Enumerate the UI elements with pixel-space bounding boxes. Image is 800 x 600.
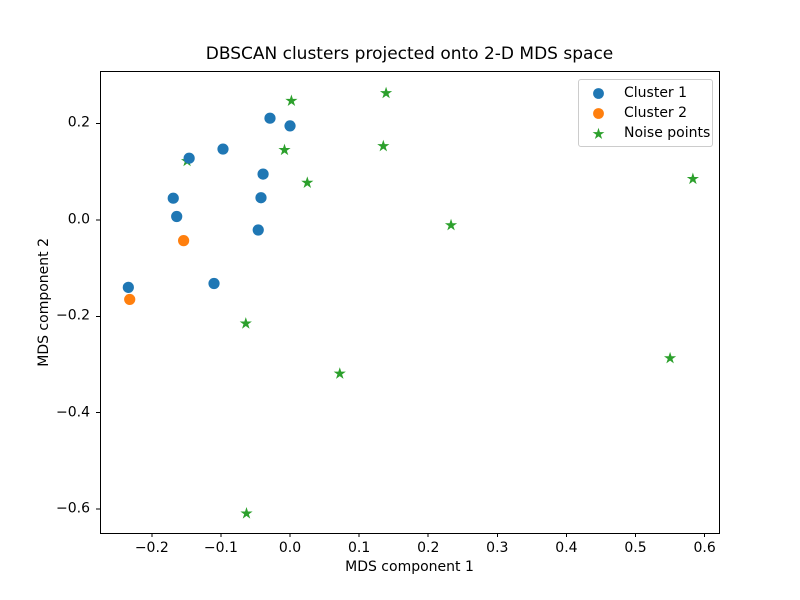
legend-label: Cluster 2: [624, 104, 688, 121]
x-tick-label: −0.1: [203, 540, 238, 556]
x-tick-label: 0.4: [555, 540, 578, 556]
chart-title: DBSCAN clusters projected onto 2-D MDS s…: [205, 44, 614, 64]
y-axis-label: MDS component 2: [36, 237, 52, 367]
scatter-point-noise-points: [444, 218, 458, 231]
legend: Cluster 1 Cluster 2 Noise points: [578, 79, 713, 147]
legend-star-marker-icon: [585, 126, 611, 141]
scatter-point-cluster-1: [255, 192, 267, 204]
scatter-point-noise-points: [285, 94, 298, 107]
y-tick-label: −0.2: [56, 307, 90, 324]
scatter-point-cluster-1: [208, 277, 220, 290]
scatter-point-cluster-2: [124, 293, 136, 306]
scatter-point-cluster-1: [217, 143, 229, 155]
y-axis-label-wrap: MDS component 2: [36, 71, 52, 533]
axes-frame: [100, 71, 720, 534]
legend-item-cluster-1: Cluster 1: [579, 83, 712, 103]
scatter-point-noise-points: [240, 507, 253, 519]
scatter-point-noise-points: [379, 86, 393, 99]
scatter-point-cluster-1: [171, 210, 183, 223]
scatter-point-noise-points: [301, 176, 314, 188]
x-tick-label: 0.1: [347, 540, 371, 556]
y-tick-label: −0.4: [56, 404, 90, 421]
scatter-point-cluster-1: [167, 192, 179, 204]
scatter-point-cluster-2: [178, 235, 190, 247]
scatter-point-cluster-1: [183, 152, 195, 164]
x-tick-label: 0.2: [417, 540, 440, 556]
scatter-point-cluster-1: [257, 168, 269, 180]
scatter-point-noise-points: [686, 172, 699, 185]
x-tick-label: 0.5: [624, 540, 647, 556]
scatter-point-cluster-1: [122, 281, 134, 293]
x-tick-label: 0.6: [693, 540, 716, 556]
legend-circle-marker-icon: [585, 106, 611, 121]
scatter-point-cluster-1: [264, 112, 276, 124]
scatter-point-cluster-1: [252, 224, 264, 236]
legend-label: Noise points: [624, 124, 711, 141]
legend-item-cluster-2: Cluster 2: [579, 103, 712, 123]
x-tick-label: 0.3: [486, 540, 509, 556]
x-tick-label: −0.2: [134, 540, 169, 556]
scatter-point-noise-points: [239, 317, 252, 329]
x-axis-label: MDS component 1: [345, 559, 474, 575]
scatter-point-noise-points: [278, 143, 291, 156]
y-tick-label: 0.2: [67, 114, 90, 131]
scatter-point-cluster-1: [284, 120, 296, 132]
legend-label: Cluster 1: [624, 84, 688, 101]
y-tick-label: −0.6: [56, 500, 90, 517]
scatter-point-noise-points: [333, 367, 346, 379]
scatter-point-noise-points: [663, 351, 677, 364]
legend-circle-marker-icon: [585, 86, 611, 101]
scatter-point-noise-points: [377, 139, 390, 152]
x-tick-label: 0.0: [278, 540, 302, 556]
y-tick-label: 0.0: [67, 211, 90, 228]
legend-item-noise-points: Noise points: [579, 123, 712, 143]
